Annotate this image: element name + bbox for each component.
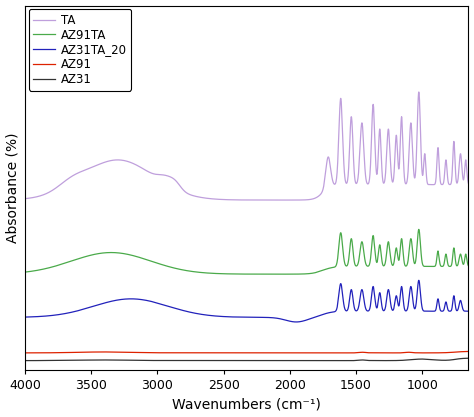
TA bbox=[443, 158, 449, 163]
Line: AZ31TA_20: AZ31TA_20 bbox=[18, 280, 468, 322]
Line: AZ91: AZ91 bbox=[18, 352, 468, 353]
AZ91 bbox=[465, 349, 471, 354]
AZ91TA bbox=[416, 227, 422, 232]
AZ91TA bbox=[302, 271, 308, 276]
Line: AZ31: AZ31 bbox=[18, 358, 468, 361]
AZ31 bbox=[465, 356, 471, 361]
AZ31TA_20 bbox=[465, 309, 471, 314]
AZ31 bbox=[317, 358, 322, 363]
AZ31TA_20 bbox=[293, 319, 299, 324]
AZ31 bbox=[180, 358, 185, 363]
AZ91 bbox=[132, 350, 137, 355]
AZ91 bbox=[301, 350, 307, 355]
TA bbox=[180, 186, 185, 191]
AZ31 bbox=[302, 358, 308, 363]
TA bbox=[108, 158, 114, 163]
AZ91TA bbox=[443, 251, 449, 256]
AZ31TA_20 bbox=[180, 308, 185, 313]
AZ31TA_20 bbox=[16, 315, 21, 320]
AZ31TA_20 bbox=[108, 299, 114, 304]
Line: AZ91TA: AZ91TA bbox=[18, 229, 468, 274]
TA bbox=[416, 90, 422, 95]
TA bbox=[16, 197, 21, 202]
AZ91 bbox=[180, 350, 185, 355]
TA bbox=[199, 195, 205, 200]
AZ31TA_20 bbox=[443, 299, 449, 304]
TA bbox=[132, 162, 137, 167]
TA bbox=[465, 181, 471, 186]
AZ31TA_20 bbox=[199, 312, 205, 317]
Legend: TA, AZ91TA, AZ31TA_20, AZ91, AZ31: TA, AZ91TA, AZ31TA_20, AZ91, AZ31 bbox=[28, 9, 131, 90]
Line: TA: TA bbox=[18, 92, 468, 200]
AZ91 bbox=[16, 350, 21, 355]
AZ91TA bbox=[180, 267, 185, 272]
X-axis label: Wavenumbers (cm⁻¹): Wavenumbers (cm⁻¹) bbox=[173, 397, 321, 412]
AZ31 bbox=[16, 358, 21, 363]
AZ31 bbox=[132, 358, 137, 363]
AZ91TA bbox=[108, 250, 114, 255]
AZ31TA_20 bbox=[302, 318, 308, 323]
AZ31 bbox=[199, 358, 205, 363]
AZ31 bbox=[443, 358, 449, 363]
AZ91TA bbox=[16, 270, 21, 275]
TA bbox=[279, 198, 285, 203]
AZ91TA bbox=[275, 271, 281, 276]
AZ31TA_20 bbox=[416, 278, 422, 283]
AZ91 bbox=[108, 349, 114, 354]
AZ91TA bbox=[465, 264, 471, 269]
TA bbox=[302, 197, 308, 202]
AZ91TA bbox=[132, 254, 137, 259]
AZ31TA_20 bbox=[132, 296, 137, 301]
AZ91 bbox=[443, 350, 449, 355]
AZ31 bbox=[108, 357, 114, 362]
AZ91 bbox=[303, 350, 309, 355]
Y-axis label: Absorbance (%): Absorbance (%) bbox=[6, 133, 19, 243]
AZ91TA bbox=[199, 270, 205, 275]
AZ91 bbox=[199, 350, 205, 355]
